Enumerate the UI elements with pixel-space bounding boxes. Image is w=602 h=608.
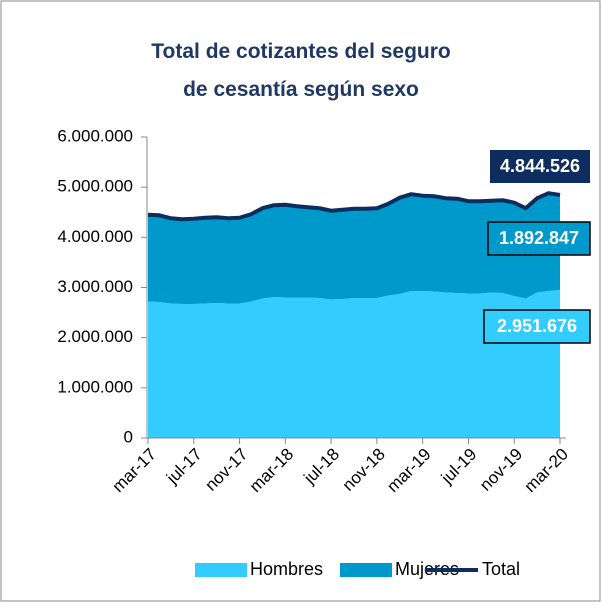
area-mujeres bbox=[148, 193, 560, 305]
line-total bbox=[147, 191, 561, 222]
legend-label: Total bbox=[482, 559, 520, 579]
value-label-box bbox=[487, 221, 591, 256]
value-label-box bbox=[483, 309, 591, 344]
value-label: 4.844.526 bbox=[500, 156, 580, 176]
y-tick-label: 4.000.000 bbox=[57, 227, 133, 246]
value-label-box bbox=[490, 150, 590, 183]
y-tick-label: 5.000.000 bbox=[57, 177, 133, 196]
y-tick-label: 0 bbox=[124, 427, 133, 446]
y-tick-label: 2.000.000 bbox=[57, 327, 133, 346]
value-label: 1.892.847 bbox=[499, 228, 579, 248]
legend-swatch bbox=[195, 563, 247, 577]
y-tick-label: 1.000.000 bbox=[57, 377, 133, 396]
y-tick-label: 3.000.000 bbox=[57, 277, 133, 296]
legend-swatch bbox=[340, 563, 392, 577]
value-label: 2.951.676 bbox=[497, 316, 577, 336]
legend-label: Hombres bbox=[250, 559, 323, 579]
chart-title: Total de cotizantes del seguro de cesantí… bbox=[151, 40, 451, 101]
area-hombres bbox=[148, 289, 560, 438]
y-tick-label: 6.000.000 bbox=[57, 126, 133, 145]
